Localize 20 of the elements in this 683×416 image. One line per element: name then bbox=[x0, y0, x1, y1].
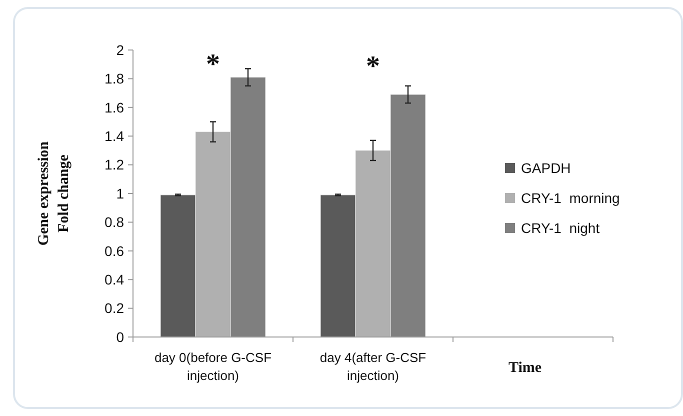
y-tick-label: 0.6 bbox=[104, 242, 124, 259]
y-tick-label: 0.4 bbox=[104, 272, 124, 288]
legend-label: CRY-1 night bbox=[521, 220, 600, 236]
y-tick-label: 0.8 bbox=[104, 214, 124, 230]
annotation: * bbox=[366, 50, 380, 82]
legend-label: GAPDH bbox=[521, 160, 571, 176]
legend-label: CRY-1 morning bbox=[521, 190, 620, 206]
y-tick-label: 1.6 bbox=[104, 99, 124, 116]
x-axis-title: Time bbox=[508, 360, 542, 376]
x-tick-label: day 4(after G-CSF injection) bbox=[320, 350, 426, 383]
y-tick-label: 1.8 bbox=[104, 70, 124, 87]
annotation: * bbox=[206, 48, 220, 80]
y-tick-label: 1.2 bbox=[104, 156, 124, 173]
y-tick-label: 1 bbox=[116, 185, 124, 202]
x-tick-label: day 0(before G-CSF injection) bbox=[154, 350, 272, 383]
y-tick-label: 2 bbox=[116, 42, 124, 58]
y-tick-label: 0 bbox=[116, 328, 124, 345]
y-axis-title: Gene expression Fold change bbox=[36, 140, 72, 246]
y-tick-label: 1.4 bbox=[104, 128, 124, 144]
y-tick-label: 0.2 bbox=[104, 300, 124, 316]
